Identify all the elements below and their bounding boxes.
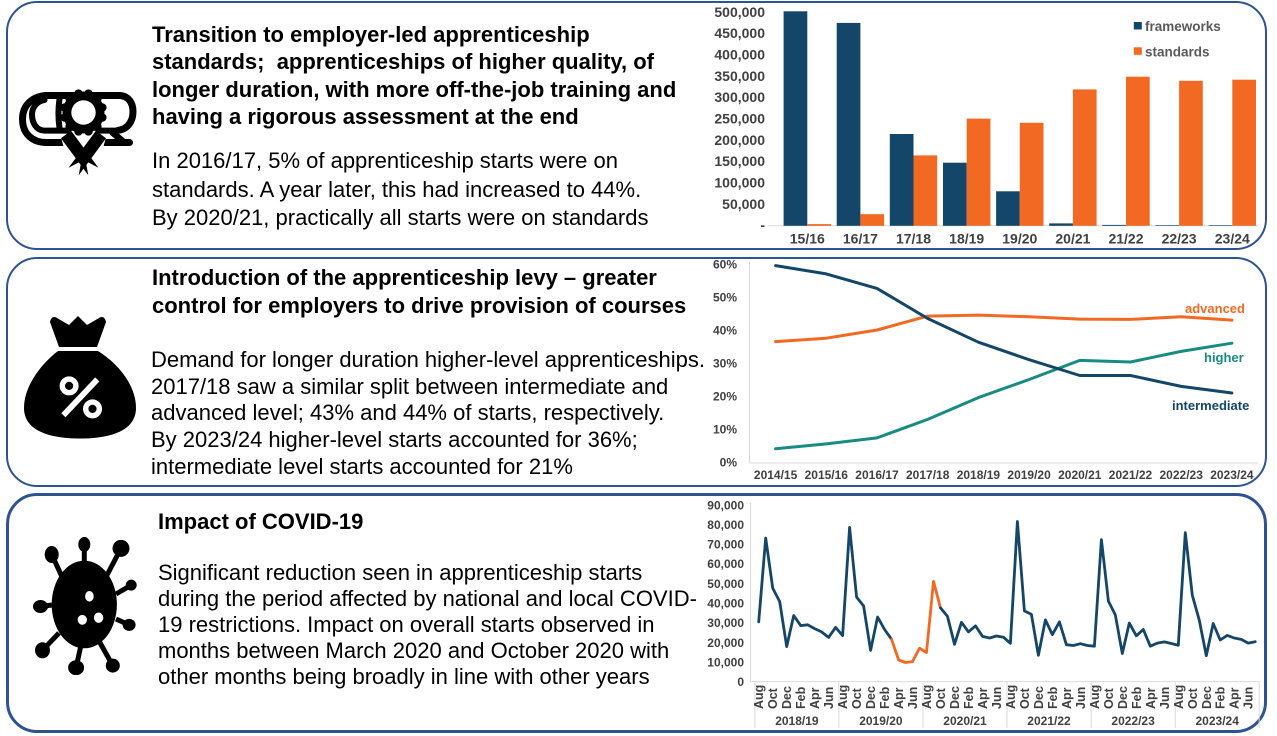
svg-text:90,000: 90,000 — [707, 498, 744, 512]
svg-text:Feb: Feb — [878, 686, 892, 709]
svg-text:2019/20: 2019/20 — [1007, 468, 1051, 482]
svg-text:70,000: 70,000 — [707, 538, 744, 552]
svg-text:40,000: 40,000 — [707, 597, 744, 611]
svg-text:2015/16: 2015/16 — [805, 468, 849, 482]
svg-text:80,000: 80,000 — [707, 518, 744, 532]
svg-text:2020/21: 2020/21 — [1058, 468, 1102, 482]
svg-text:2019/20: 2019/20 — [859, 714, 903, 728]
svg-text:250,000: 250,000 — [714, 111, 765, 127]
svg-text:150,000: 150,000 — [714, 153, 765, 169]
svg-text:0: 0 — [737, 675, 744, 689]
svg-text:Oct: Oct — [1102, 687, 1116, 709]
svg-text:Feb: Feb — [794, 686, 808, 709]
svg-text:Oct: Oct — [1018, 687, 1032, 709]
svg-text:Aug: Aug — [920, 685, 934, 709]
svg-text:50,000: 50,000 — [707, 577, 744, 591]
svg-text:Apr: Apr — [808, 687, 822, 709]
svg-text:Jun: Jun — [990, 687, 1004, 709]
svg-text:Aug: Aug — [836, 685, 850, 709]
svg-text:0%: 0% — [720, 456, 738, 470]
svg-text:Apr: Apr — [892, 687, 906, 709]
svg-text:Feb: Feb — [1214, 686, 1228, 709]
svg-text:350,000: 350,000 — [714, 68, 765, 84]
svg-text:60,000: 60,000 — [707, 557, 744, 571]
svg-text:advanced: advanced — [1185, 301, 1245, 316]
svg-text:Feb: Feb — [1046, 686, 1060, 709]
svg-text:10%: 10% — [713, 423, 737, 437]
svg-text:500,000: 500,000 — [714, 4, 765, 20]
svg-text:Dec: Dec — [864, 686, 878, 709]
svg-text:Feb: Feb — [1130, 686, 1144, 709]
svg-text:Apr: Apr — [1060, 687, 1074, 709]
svg-text:30%: 30% — [713, 357, 737, 371]
svg-text:2022/23: 2022/23 — [1111, 714, 1155, 728]
svg-text:Jun: Jun — [1158, 687, 1172, 709]
svg-text:standards: standards — [1145, 44, 1210, 59]
svg-text:Dec: Dec — [1200, 686, 1214, 709]
svg-text:2023/24: 2023/24 — [1196, 714, 1240, 728]
svg-text:Jun: Jun — [822, 687, 836, 709]
svg-text:2014/15: 2014/15 — [754, 468, 798, 482]
svg-text:18/19: 18/19 — [949, 231, 984, 247]
svg-text:400,000: 400,000 — [714, 47, 765, 63]
svg-text:300,000: 300,000 — [714, 89, 765, 105]
svg-text:200,000: 200,000 — [714, 132, 765, 148]
svg-text:Aug: Aug — [1172, 685, 1186, 709]
svg-text:10,000: 10,000 — [707, 655, 744, 669]
svg-text:Feb: Feb — [962, 686, 976, 709]
svg-text:Dec: Dec — [1116, 686, 1130, 709]
svg-text:2018/19: 2018/19 — [775, 714, 819, 728]
svg-text:Dec: Dec — [1032, 686, 1046, 709]
svg-text:20,000: 20,000 — [707, 636, 744, 650]
svg-text:Apr: Apr — [1144, 687, 1158, 709]
svg-text:Apr: Apr — [1228, 687, 1242, 709]
svg-text:Oct: Oct — [934, 687, 948, 709]
svg-text:Aug: Aug — [1004, 685, 1018, 709]
svg-text:17/18: 17/18 — [896, 231, 931, 247]
svg-text:50%: 50% — [713, 291, 737, 305]
svg-text:2021/22: 2021/22 — [1109, 468, 1153, 482]
svg-text:2020/21: 2020/21 — [943, 714, 987, 728]
svg-text:50,000: 50,000 — [722, 196, 765, 212]
svg-text:20/21: 20/21 — [1055, 231, 1090, 247]
svg-text:2022/23: 2022/23 — [1160, 468, 1204, 482]
svg-text:Dec: Dec — [780, 686, 794, 709]
svg-text:Oct: Oct — [1186, 687, 1200, 709]
svg-text:Oct: Oct — [766, 687, 780, 709]
svg-text:Aug: Aug — [1088, 685, 1102, 709]
svg-text:450,000: 450,000 — [714, 25, 765, 41]
svg-text:2023/24: 2023/24 — [1210, 468, 1254, 482]
svg-text:Dec: Dec — [948, 686, 962, 709]
svg-text:15/16: 15/16 — [790, 231, 825, 247]
svg-text:frameworks: frameworks — [1145, 19, 1221, 34]
svg-text:20%: 20% — [713, 390, 737, 404]
svg-text:Aug: Aug — [752, 685, 766, 709]
svg-text:21/22: 21/22 — [1108, 231, 1143, 247]
svg-text:2018/19: 2018/19 — [957, 468, 1001, 482]
svg-text:2016/17: 2016/17 — [855, 468, 899, 482]
svg-text:19/20: 19/20 — [1002, 231, 1037, 247]
svg-text:Apr: Apr — [976, 687, 990, 709]
svg-text:Jun: Jun — [1242, 687, 1256, 709]
svg-text:30,000: 30,000 — [707, 616, 744, 630]
svg-text:Jun: Jun — [906, 687, 920, 709]
svg-text:2021/22: 2021/22 — [1027, 714, 1071, 728]
svg-text:16/17: 16/17 — [843, 231, 878, 247]
svg-text:22/23: 22/23 — [1162, 231, 1197, 247]
svg-text:100,000: 100,000 — [714, 174, 765, 190]
svg-text:intermediate: intermediate — [1172, 398, 1249, 413]
svg-text:Jun: Jun — [1074, 687, 1088, 709]
svg-text:2017/18: 2017/18 — [906, 468, 950, 482]
svg-text:23/24: 23/24 — [1215, 231, 1250, 247]
svg-text:higher: higher — [1204, 350, 1244, 365]
svg-text:-: - — [760, 217, 765, 233]
svg-text:Oct: Oct — [850, 687, 864, 709]
svg-text:40%: 40% — [713, 324, 737, 338]
svg-text:60%: 60% — [713, 258, 737, 272]
